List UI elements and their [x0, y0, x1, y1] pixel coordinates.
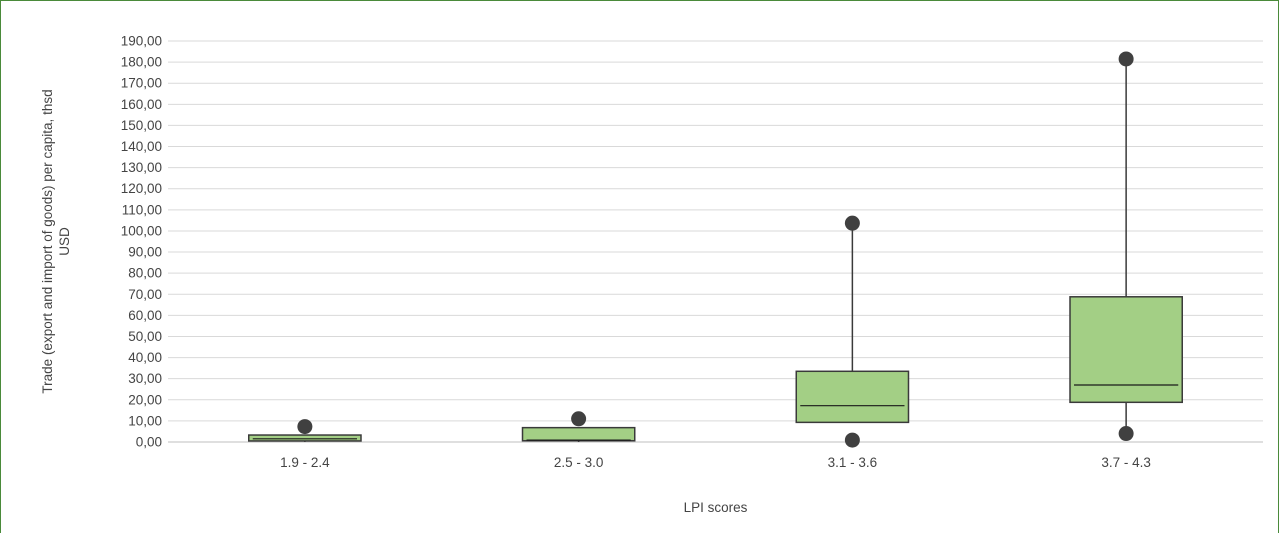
box-iqr [795, 370, 910, 424]
y-tick-label: 20,00 [128, 392, 162, 407]
x-tick-label: 3.7 - 4.3 [1101, 455, 1151, 470]
box-iqr [521, 426, 636, 442]
y-tick-label: 70,00 [128, 287, 162, 302]
y-tick-label: 50,00 [128, 329, 162, 344]
x-axis-tick-labels: 1.9 - 2.4 2.5 - 3.0 3.1 - 3.6 3.7 - 4.3 [280, 455, 1151, 470]
y-tick-label: 10,00 [128, 413, 162, 428]
y-tick-label: 0,00 [136, 435, 162, 450]
box-iqr [248, 434, 362, 442]
y-axis-title-line-1: Trade (export and import of goods) per c… [40, 89, 55, 393]
y-tick-label: 150,00 [121, 118, 162, 133]
y-tick-label: 170,00 [121, 76, 162, 91]
y-tick-label: 120,00 [121, 181, 162, 196]
x-axis-title: LPI scores [684, 500, 748, 515]
y-tick-label: 110,00 [122, 202, 162, 217]
box-4 [1069, 51, 1183, 442]
gridlines [168, 40, 1263, 443]
y-tick-label: 180,00 [121, 55, 162, 70]
y-tick-label: 190,00 [121, 34, 162, 49]
outlier-point [1118, 51, 1134, 67]
x-tick-label: 2.5 - 3.0 [554, 455, 604, 470]
y-axis-title-line-2: USD [57, 227, 72, 256]
y-tick-label: 60,00 [128, 308, 162, 323]
y-tick-label: 100,00 [121, 223, 162, 238]
y-tick-label: 130,00 [121, 160, 162, 175]
y-tick-label: 140,00 [121, 139, 162, 154]
outlier-point [571, 411, 587, 427]
x-tick-label: 3.1 - 3.6 [828, 455, 878, 470]
y-tick-label: 30,00 [128, 371, 162, 386]
box-1 [248, 419, 362, 442]
x-tick-label: 1.9 - 2.4 [280, 455, 330, 470]
y-tick-label: 80,00 [128, 266, 162, 281]
outlier-point [844, 432, 860, 448]
box-iqr [1069, 296, 1183, 404]
box-2 [521, 411, 636, 442]
y-axis-tick-labels: 0,00 10,00 20,00 30,00 40,00 50,00 60,00 70,00 8… [121, 34, 162, 450]
y-tick-label: 40,00 [128, 350, 162, 365]
outlier-point [844, 215, 860, 231]
y-tick-label: 90,00 [128, 245, 162, 260]
outlier-point [1118, 426, 1134, 442]
y-tick-label: 160,00 [121, 97, 162, 112]
box-series [248, 51, 1183, 448]
box-3 [795, 215, 910, 448]
outlier-point [297, 419, 313, 435]
